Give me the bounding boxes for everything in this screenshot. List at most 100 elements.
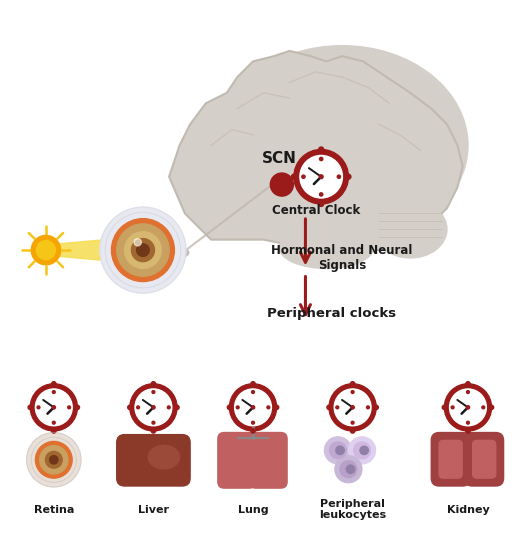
FancyBboxPatch shape: [431, 432, 471, 486]
Circle shape: [291, 174, 296, 179]
Circle shape: [251, 406, 255, 409]
Circle shape: [335, 455, 362, 483]
Circle shape: [466, 406, 470, 409]
Circle shape: [294, 150, 348, 204]
Circle shape: [270, 173, 294, 196]
Circle shape: [28, 405, 32, 410]
Ellipse shape: [148, 446, 180, 469]
Circle shape: [131, 239, 154, 262]
Circle shape: [302, 175, 305, 178]
Circle shape: [354, 442, 370, 459]
Circle shape: [466, 429, 470, 433]
Circle shape: [337, 175, 340, 178]
Circle shape: [444, 384, 492, 431]
Circle shape: [324, 437, 352, 464]
FancyBboxPatch shape: [464, 432, 504, 486]
Text: Central Clock: Central Clock: [272, 204, 360, 217]
Circle shape: [236, 406, 239, 409]
Circle shape: [229, 384, 277, 431]
Circle shape: [124, 232, 161, 268]
Text: Retina: Retina: [34, 504, 74, 515]
Ellipse shape: [170, 248, 189, 257]
Text: Liver: Liver: [138, 504, 169, 515]
Circle shape: [251, 382, 255, 386]
Circle shape: [136, 244, 149, 256]
Circle shape: [360, 446, 368, 454]
Circle shape: [112, 219, 174, 282]
Circle shape: [466, 421, 470, 424]
Text: SCN: SCN: [262, 151, 297, 166]
Circle shape: [336, 446, 344, 454]
Circle shape: [35, 442, 72, 478]
Circle shape: [50, 455, 58, 464]
Circle shape: [30, 384, 77, 431]
Circle shape: [37, 406, 40, 409]
Circle shape: [251, 421, 255, 424]
FancyBboxPatch shape: [116, 434, 190, 486]
Circle shape: [128, 405, 132, 410]
Circle shape: [75, 405, 80, 410]
Circle shape: [319, 147, 324, 152]
Circle shape: [336, 406, 339, 409]
Circle shape: [319, 175, 323, 179]
Circle shape: [348, 437, 376, 464]
Circle shape: [329, 442, 346, 459]
Circle shape: [152, 406, 155, 409]
Circle shape: [36, 240, 55, 260]
Circle shape: [52, 390, 55, 393]
Circle shape: [340, 461, 357, 477]
Circle shape: [367, 406, 369, 409]
Ellipse shape: [374, 200, 447, 258]
Circle shape: [251, 390, 255, 393]
Circle shape: [466, 390, 470, 393]
Text: Hormonal and Neural
Signals: Hormonal and Neural Signals: [271, 244, 413, 272]
FancyBboxPatch shape: [473, 441, 496, 478]
Circle shape: [135, 389, 172, 426]
Text: Lung: Lung: [238, 504, 268, 515]
FancyBboxPatch shape: [218, 432, 256, 488]
Circle shape: [451, 406, 454, 409]
Circle shape: [334, 389, 371, 426]
Circle shape: [351, 390, 354, 393]
Circle shape: [52, 421, 55, 424]
Circle shape: [100, 207, 186, 293]
Circle shape: [319, 201, 324, 206]
Circle shape: [450, 389, 486, 426]
Circle shape: [52, 429, 56, 433]
Circle shape: [329, 384, 376, 431]
Circle shape: [26, 432, 81, 487]
Circle shape: [350, 429, 355, 433]
Polygon shape: [59, 239, 116, 262]
Circle shape: [68, 406, 71, 409]
Ellipse shape: [216, 46, 468, 245]
Circle shape: [134, 239, 141, 246]
Circle shape: [374, 405, 378, 410]
Circle shape: [168, 406, 170, 409]
Circle shape: [45, 452, 62, 468]
Circle shape: [351, 406, 354, 409]
Circle shape: [319, 157, 323, 161]
Circle shape: [152, 390, 155, 393]
Circle shape: [346, 465, 355, 474]
Circle shape: [136, 406, 140, 409]
Circle shape: [52, 406, 55, 409]
Circle shape: [52, 382, 56, 386]
Circle shape: [151, 429, 155, 433]
Circle shape: [300, 156, 343, 198]
Circle shape: [327, 405, 331, 410]
Circle shape: [350, 382, 355, 386]
Circle shape: [152, 421, 155, 424]
PathPatch shape: [169, 51, 463, 255]
FancyBboxPatch shape: [439, 441, 462, 478]
Circle shape: [482, 406, 485, 409]
Circle shape: [130, 384, 177, 431]
Circle shape: [275, 405, 279, 410]
Text: Peripheral
leukocytes: Peripheral leukocytes: [319, 499, 386, 520]
Circle shape: [267, 406, 270, 409]
Circle shape: [116, 224, 169, 276]
Circle shape: [35, 389, 72, 426]
Text: Peripheral clocks: Peripheral clocks: [267, 306, 396, 320]
Circle shape: [227, 405, 231, 410]
Circle shape: [251, 429, 255, 433]
Circle shape: [319, 193, 323, 196]
